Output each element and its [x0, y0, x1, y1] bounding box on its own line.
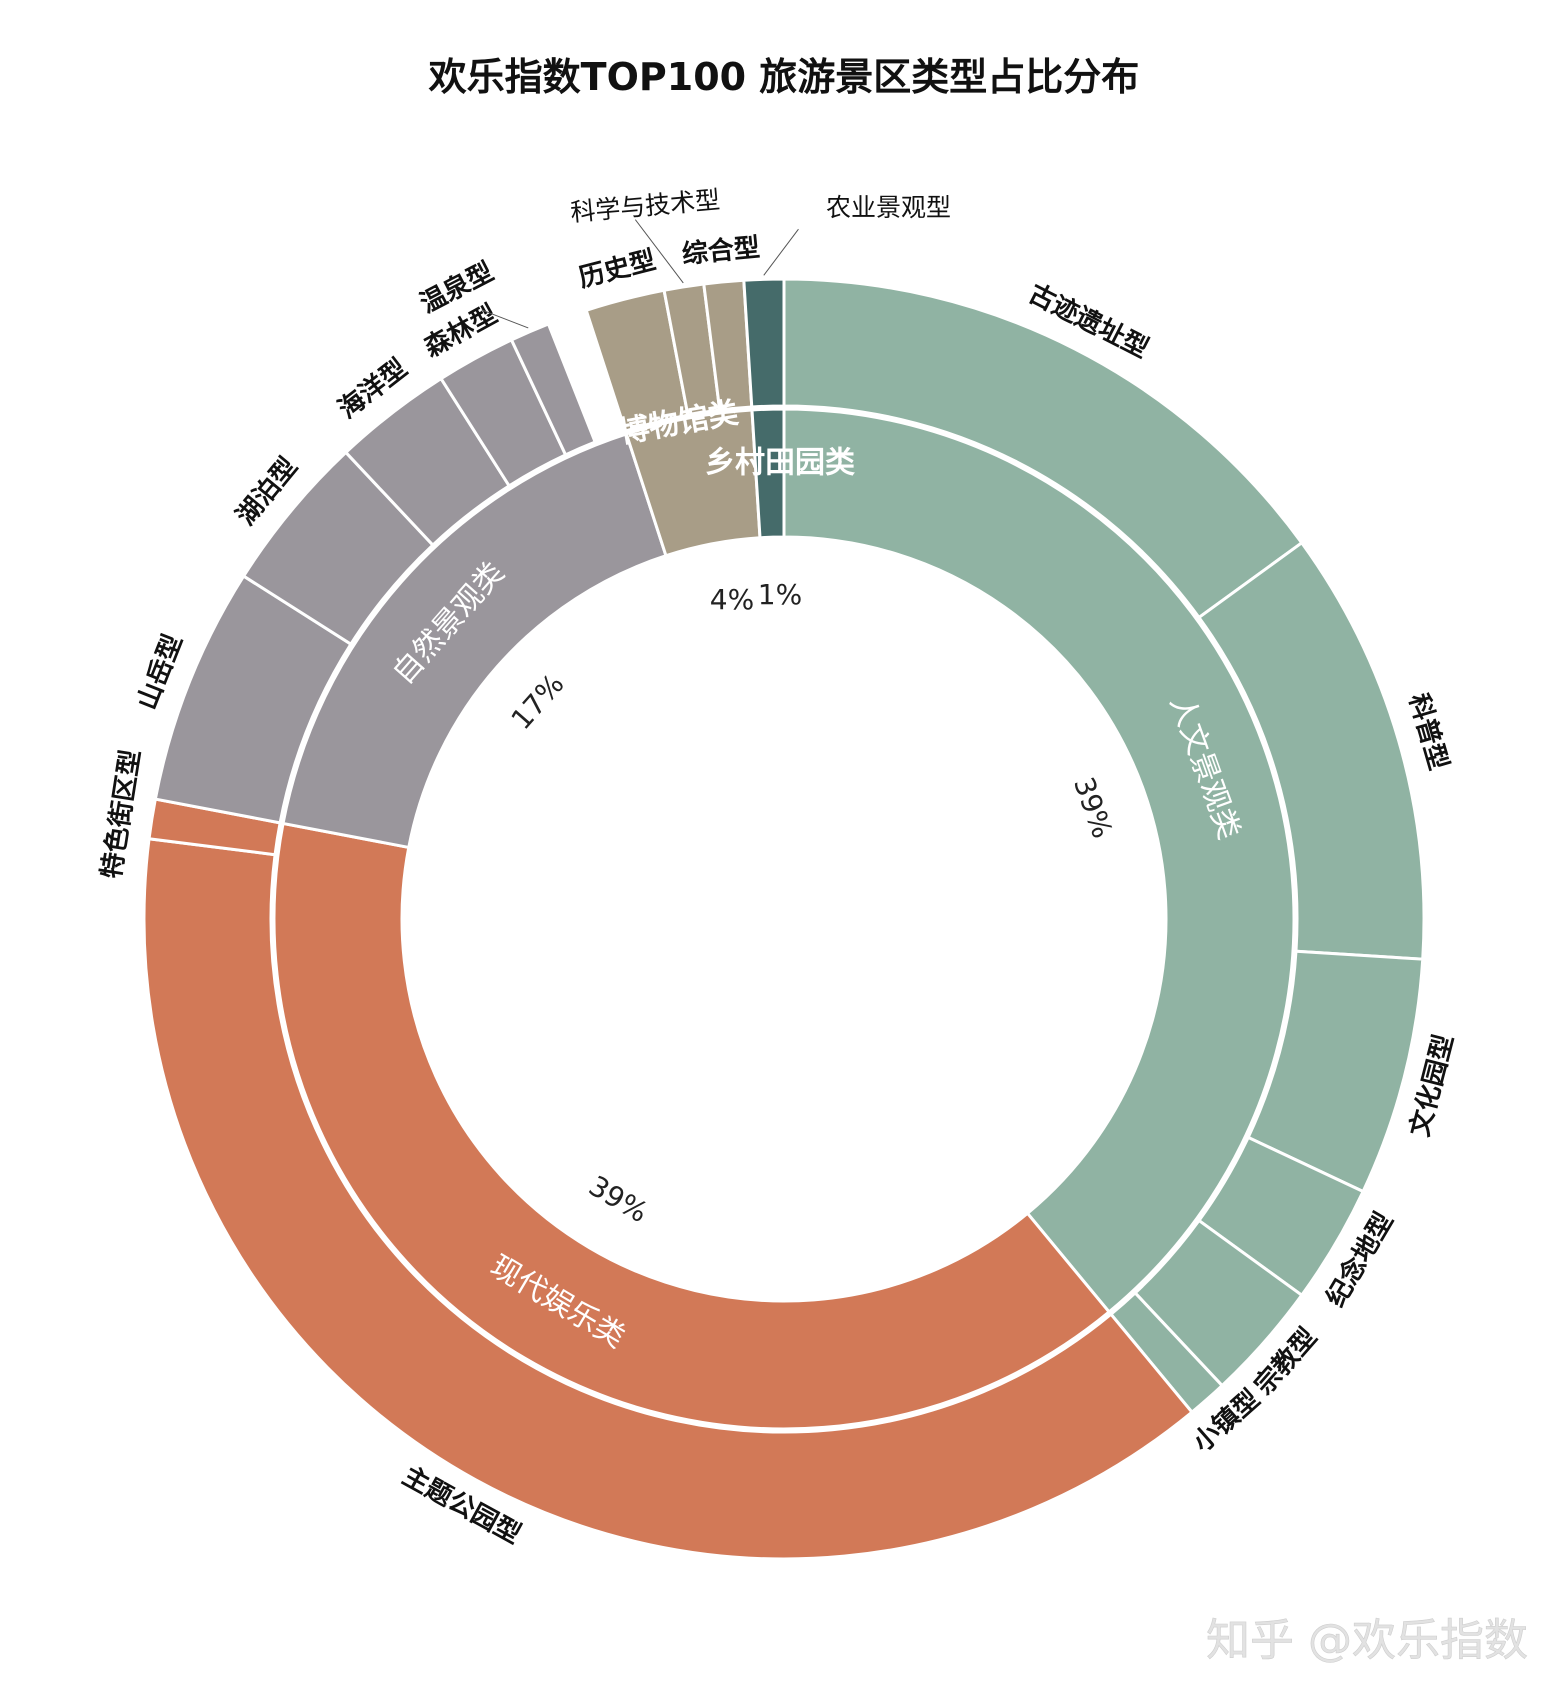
inner-segment-0: [782, 407, 1296, 1315]
subtype-label-0-1: 科普型: [1403, 690, 1455, 774]
percent-label-0: 39%: [1067, 773, 1119, 843]
leader-line: [481, 309, 529, 329]
subtype-label-2-0: 山岳型: [132, 630, 189, 714]
outer-segment-1-0: [142, 837, 1195, 1561]
percent-label-4: 1%: [758, 578, 802, 611]
watermark: 知乎 @欢乐指数: [1206, 1615, 1528, 1666]
subtype-label-1-1: 特色街区型: [96, 747, 147, 880]
chart-title: 欢乐指数TOP100 旅游景区类型占比分布: [428, 55, 1140, 99]
percent-label-1: 39%: [583, 1169, 653, 1229]
category-label-4: 乡村田园类: [705, 446, 855, 481]
inner-segment-1: [272, 821, 1112, 1431]
percent-label-2: 17%: [505, 668, 571, 737]
subtype-label-3-1: 科学与技术型: [569, 185, 721, 227]
percent-labels: 39% 39% 17% 4% 1%: [505, 578, 1120, 1229]
outer-segment-2-4: [509, 321, 598, 457]
outer-segment-4-0: [742, 277, 786, 409]
outer-ring: [142, 277, 1426, 1561]
subtype-label-3-0: 历史型: [576, 245, 659, 293]
percent-label-3: 4%: [710, 583, 754, 616]
leader-line: [763, 228, 799, 276]
subtype-label-4-0: 农业景观型: [826, 193, 951, 222]
inner-ring: [272, 407, 1296, 1431]
inner-segment-4: [750, 407, 786, 540]
leader-line: [634, 219, 684, 284]
subtype-label-3-2: 综合型: [681, 232, 762, 270]
